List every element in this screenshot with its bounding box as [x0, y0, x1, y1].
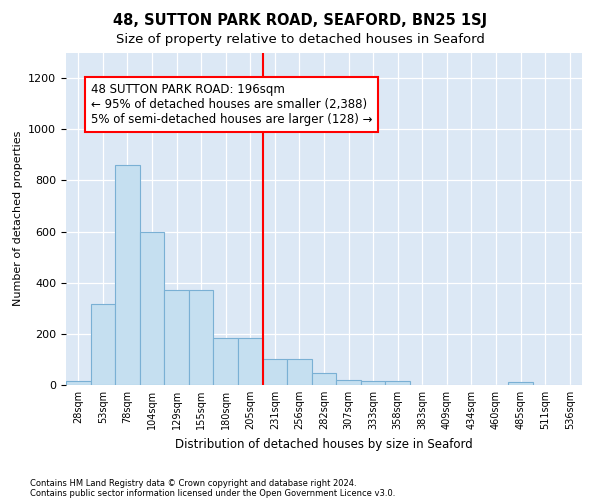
- Y-axis label: Number of detached properties: Number of detached properties: [13, 131, 23, 306]
- Text: 48, SUTTON PARK ROAD, SEAFORD, BN25 1SJ: 48, SUTTON PARK ROAD, SEAFORD, BN25 1SJ: [113, 12, 487, 28]
- Bar: [312, 374, 336, 385]
- X-axis label: Distribution of detached houses by size in Seaford: Distribution of detached houses by size …: [175, 438, 473, 450]
- Text: Contains HM Land Registry data © Crown copyright and database right 2024.: Contains HM Land Registry data © Crown c…: [30, 478, 356, 488]
- Bar: [336, 380, 361, 385]
- Bar: [238, 338, 263, 385]
- Text: Contains public sector information licensed under the Open Government Licence v3: Contains public sector information licen…: [30, 488, 395, 498]
- Bar: [164, 290, 189, 385]
- Bar: [361, 381, 385, 385]
- Bar: [140, 232, 164, 385]
- Bar: [214, 338, 238, 385]
- Bar: [115, 165, 140, 385]
- Bar: [508, 382, 533, 385]
- Bar: [287, 360, 312, 385]
- Bar: [91, 304, 115, 385]
- Bar: [189, 290, 214, 385]
- Text: 48 SUTTON PARK ROAD: 196sqm
← 95% of detached houses are smaller (2,388)
5% of s: 48 SUTTON PARK ROAD: 196sqm ← 95% of det…: [91, 83, 372, 126]
- Bar: [385, 381, 410, 385]
- Bar: [263, 360, 287, 385]
- Text: Size of property relative to detached houses in Seaford: Size of property relative to detached ho…: [116, 32, 484, 46]
- Bar: [66, 381, 91, 385]
